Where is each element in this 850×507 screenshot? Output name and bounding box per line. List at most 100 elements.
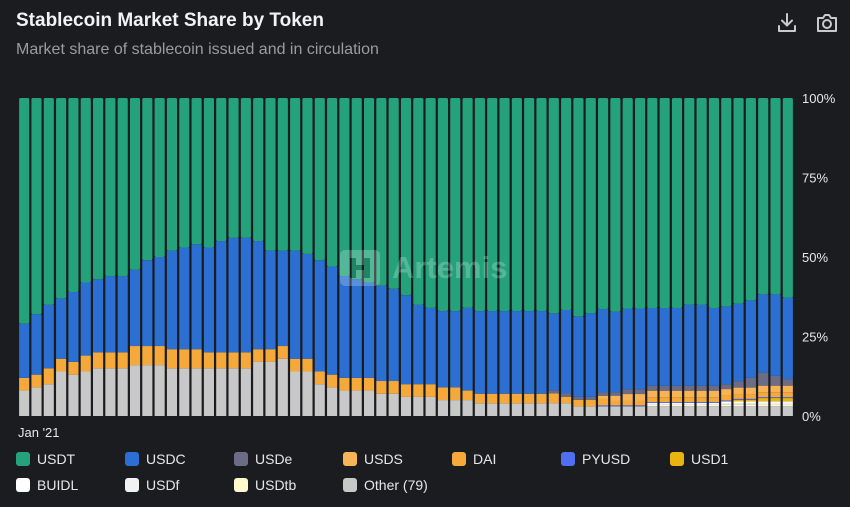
bar-segment[interactable] (745, 387, 756, 395)
bar-segment[interactable] (770, 385, 781, 393)
bar-segment[interactable] (659, 397, 670, 403)
bar-segment[interactable] (68, 98, 79, 292)
bar-segment[interactable] (659, 307, 670, 386)
bar-segment[interactable] (339, 98, 350, 277)
bar-segment[interactable] (745, 377, 756, 388)
bar-segment[interactable] (770, 392, 781, 398)
bar-segment[interactable] (216, 241, 227, 353)
bar-segment[interactable] (561, 98, 572, 310)
bar-column[interactable] (388, 98, 399, 416)
bar-segment[interactable] (351, 279, 362, 378)
bar-column[interactable] (585, 98, 596, 416)
bar-segment[interactable] (43, 368, 54, 385)
bar-segment[interactable] (511, 98, 522, 312)
bar-segment[interactable] (758, 98, 769, 295)
bar-segment[interactable] (474, 311, 485, 394)
bar-segment[interactable] (671, 403, 683, 405)
bar-segment[interactable] (721, 395, 732, 401)
bar-column[interactable] (733, 98, 744, 416)
bar-segment[interactable] (721, 406, 732, 416)
bar-segment[interactable] (31, 374, 42, 388)
bar-segment[interactable] (733, 404, 744, 407)
bar-segment[interactable] (548, 98, 559, 314)
bar-column[interactable] (80, 98, 91, 416)
bar-segment[interactable] (721, 98, 732, 307)
bar-segment[interactable] (93, 352, 104, 369)
bar-column[interactable] (56, 98, 67, 416)
bar-segment[interactable] (253, 241, 264, 350)
bar-segment[interactable] (671, 397, 683, 403)
bar-segment[interactable] (671, 402, 683, 404)
bar-segment[interactable] (68, 374, 79, 416)
bar-segment[interactable] (696, 390, 707, 398)
bar-segment[interactable] (671, 98, 683, 308)
bar-segment[interactable] (733, 403, 744, 405)
bar-segment[interactable] (216, 98, 227, 242)
bar-column[interactable] (561, 98, 572, 416)
bar-segment[interactable] (647, 403, 658, 405)
bar-segment[interactable] (671, 404, 683, 407)
bar-segment[interactable] (327, 374, 338, 388)
bar-segment[interactable] (203, 247, 214, 353)
bar-segment[interactable] (253, 98, 264, 242)
bar-segment[interactable] (708, 402, 719, 404)
bar-segment[interactable] (216, 352, 227, 369)
bar-segment[interactable] (770, 397, 781, 399)
bar-segment[interactable] (376, 285, 387, 382)
bar-segment[interactable] (770, 406, 781, 416)
bar-segment[interactable] (277, 250, 288, 347)
screenshot-button[interactable] (814, 10, 840, 36)
bar-segment[interactable] (487, 403, 498, 416)
bar-segment[interactable] (622, 98, 633, 309)
bar-segment[interactable] (166, 98, 178, 251)
bar-segment[interactable] (745, 394, 756, 399)
bar-segment[interactable] (770, 98, 781, 295)
bar-segment[interactable] (782, 404, 793, 407)
bar-segment[interactable] (634, 98, 646, 309)
bar-segment[interactable] (647, 397, 658, 403)
bar-segment[interactable] (142, 365, 153, 416)
bar-column[interactable] (511, 98, 522, 416)
bar-segment[interactable] (388, 393, 399, 416)
bar-segment[interactable] (203, 352, 214, 369)
bar-segment[interactable] (511, 393, 522, 404)
bar-segment[interactable] (610, 395, 621, 401)
bar-segment[interactable] (585, 98, 596, 314)
bar-segment[interactable] (154, 365, 165, 416)
bar-segment[interactable] (450, 311, 461, 388)
bar-segment[interactable] (721, 400, 732, 402)
bar-column[interactable] (117, 98, 128, 416)
bar-segment[interactable] (314, 384, 325, 416)
bar-segment[interactable] (745, 98, 756, 301)
bar-segment[interactable] (487, 393, 498, 404)
bar-segment[interactable] (154, 346, 165, 366)
bar-column[interactable] (487, 98, 498, 416)
bar-segment[interactable] (733, 394, 744, 399)
bar-segment[interactable] (413, 98, 424, 305)
bar-segment[interactable] (425, 384, 436, 397)
bar-segment[interactable] (782, 392, 793, 398)
bar-column[interactable] (659, 98, 670, 416)
bar-segment[interactable] (511, 311, 522, 394)
bar-segment[interactable] (203, 98, 214, 248)
bar-segment[interactable] (425, 307, 436, 385)
bar-segment[interactable] (191, 98, 202, 245)
bar-segment[interactable] (179, 98, 190, 248)
bar-segment[interactable] (117, 368, 128, 416)
legend-item[interactable]: USD1 (670, 450, 779, 468)
bar-segment[interactable] (659, 402, 670, 404)
bar-segment[interactable] (425, 98, 436, 308)
bar-segment[interactable] (253, 361, 264, 416)
bar-segment[interactable] (708, 307, 719, 386)
bar-segment[interactable] (56, 371, 67, 416)
bar-column[interactable] (154, 98, 165, 416)
bar-segment[interactable] (129, 269, 141, 347)
bar-segment[interactable] (745, 403, 756, 405)
bar-segment[interactable] (228, 368, 239, 416)
bar-segment[interactable] (721, 403, 732, 405)
bar-segment[interactable] (573, 316, 584, 397)
bar-segment[interactable] (733, 387, 744, 395)
bar-segment[interactable] (561, 396, 572, 404)
bar-segment[interactable] (733, 398, 744, 400)
bar-segment[interactable] (339, 276, 350, 378)
